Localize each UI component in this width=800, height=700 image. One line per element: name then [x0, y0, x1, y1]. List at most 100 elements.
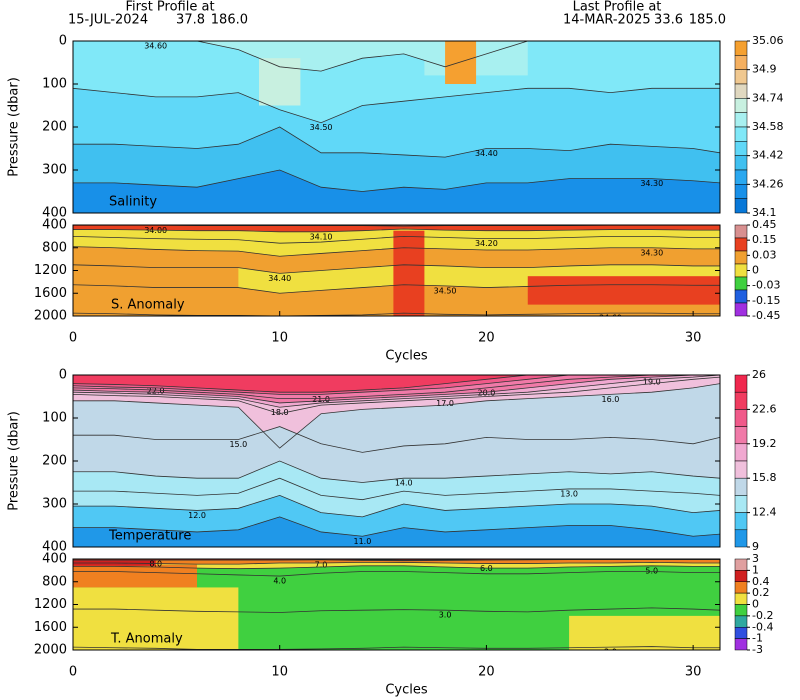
- contour-line: [73, 571, 720, 577]
- colorbar-tick-label: 34.42: [752, 149, 784, 162]
- colorbar-swatch: [734, 638, 748, 651]
- contour-label: 34.40: [268, 274, 291, 283]
- colorbar-tick-label: -0.4: [752, 620, 773, 633]
- y-tick-label: 200: [42, 454, 67, 469]
- field-patch: [527, 276, 720, 305]
- colorbar-swatch: [734, 55, 748, 70]
- contour-line: [73, 426, 720, 453]
- contour-label: 34.50: [434, 286, 457, 295]
- contour-label: 2.0: [604, 648, 617, 657]
- colorbar-swatch: [734, 83, 748, 99]
- contour-line: [73, 375, 720, 408]
- contour-line: [73, 494, 720, 518]
- colorbar-swatch: [734, 443, 748, 462]
- first-profile-title: First Profile at: [125, 0, 214, 15]
- colorbar-swatch: [734, 615, 748, 628]
- contour-line: [73, 477, 720, 501]
- colorbar-swatch: [734, 477, 748, 496]
- colorbar-tick-label: 0.03: [752, 248, 777, 261]
- colorbar-swatch: [734, 276, 748, 291]
- y-tick-label: 100: [42, 77, 67, 92]
- colorbar-tick-label: 1: [752, 563, 759, 576]
- contour-label: 5.0: [645, 566, 658, 575]
- x-tick-label: 20: [478, 665, 495, 680]
- colorbar-swatch: [734, 237, 748, 252]
- colorbar-swatch: [734, 69, 748, 85]
- field-patch: [73, 253, 239, 316]
- colorbar-swatch: [734, 495, 748, 513]
- contour-line: [73, 559, 720, 562]
- colorbar-tick-label: 34.74: [752, 91, 784, 104]
- last-profile-date: 14-MAR-2025: [563, 13, 651, 28]
- x-axis-title: Cycles: [385, 349, 428, 364]
- contour-line: [73, 383, 720, 449]
- contour-label: 34.60: [599, 314, 622, 323]
- contour-label: 18.0: [271, 408, 289, 417]
- contour-line: [73, 228, 720, 233]
- panel-label: Temperature: [108, 529, 191, 544]
- plot-area: 34.60 34.50 34.40 34.30: [73, 41, 720, 213]
- contour-label: 34.10: [310, 232, 333, 241]
- contour-label: 34.30: [640, 179, 663, 188]
- colorbar-swatch: [734, 581, 748, 594]
- x-axis-title: Cycles: [385, 683, 428, 698]
- colorbar-swatch: [734, 289, 748, 304]
- field-patch: [73, 587, 239, 650]
- contour-label: 4.0: [273, 577, 286, 586]
- contour-line: [73, 646, 720, 650]
- colorbar-tick-label: 0: [752, 598, 759, 611]
- colorbar-swatch: [734, 155, 748, 171]
- colorbar-tick-label: 34.1: [752, 206, 777, 219]
- colorbar-swatch: [734, 558, 748, 571]
- contour-line: [73, 376, 720, 415]
- contour-line: [73, 284, 720, 294]
- colorbar-swatch: [734, 604, 748, 617]
- x-tick-label: 30: [685, 331, 702, 346]
- contour-line: [73, 607, 720, 613]
- x-tick-label: 0: [69, 331, 77, 346]
- panel-label: Salinity: [109, 195, 157, 210]
- contour-line: [73, 559, 720, 561]
- colorbar-tick-label: 15.8: [752, 471, 777, 484]
- contour-label: 34.30: [640, 248, 663, 257]
- colorbar-tick-label: 26: [752, 368, 766, 381]
- colorbar-tick-label: -0.15: [752, 294, 780, 307]
- plot-area: 22.0 21.0 20.0 19.0 18.0 17.0 16.0 15.0 14.0 13.0…: [73, 375, 720, 547]
- colorbar-tick-label: -0.03: [752, 279, 780, 292]
- contour-label: 34.20: [475, 239, 498, 248]
- contour-label: 21.0: [312, 395, 330, 404]
- panel-label: S. Anomaly: [111, 298, 185, 313]
- y-tick-label: 400: [42, 540, 67, 555]
- contour-line: [73, 246, 720, 257]
- colorbar-swatch: [734, 98, 748, 113]
- colorbar-swatch: [734, 426, 748, 445]
- contour-line: [73, 516, 720, 537]
- contour-label: 20.0: [478, 388, 496, 397]
- contour-label: 14.0: [395, 479, 413, 488]
- contour-label: 13.0: [560, 489, 578, 498]
- contour-line: [73, 87, 720, 124]
- first-profile-date: 15-JUL-2024: [68, 13, 148, 28]
- contour-label: 34.40: [475, 149, 498, 158]
- y-axis-title: Pressure (dbar): [7, 411, 22, 511]
- field-patch: [393, 230, 425, 316]
- y-tick-label: 1600: [34, 286, 67, 301]
- colorbar-swatch: [734, 184, 748, 199]
- colorbar-tick-label: -0.2: [752, 609, 773, 622]
- contour-label: 19.0: [643, 378, 661, 387]
- y-tick-label: 800: [42, 240, 67, 255]
- contour-line: [73, 565, 720, 570]
- y-tick-label: 1200: [34, 263, 67, 278]
- colorbar-tick-label: 22.6: [752, 402, 777, 415]
- x-tick-label: 30: [685, 665, 702, 680]
- contour-label: 3.0: [439, 611, 452, 620]
- y-tick-label: 400: [42, 552, 67, 567]
- colorbar-tick-label: 0.45: [752, 218, 777, 231]
- x-tick-label: 20: [478, 331, 495, 346]
- plot-area: 8.0 7.0 6.0 5.0 4.0 3.0 2.0: [73, 559, 720, 657]
- contour-label: 34.60: [144, 42, 167, 51]
- y-tick-label: 2000: [34, 643, 67, 658]
- colorbar-tick-label: -0.45: [752, 309, 780, 322]
- colorbar-tick-label: -3: [752, 643, 763, 656]
